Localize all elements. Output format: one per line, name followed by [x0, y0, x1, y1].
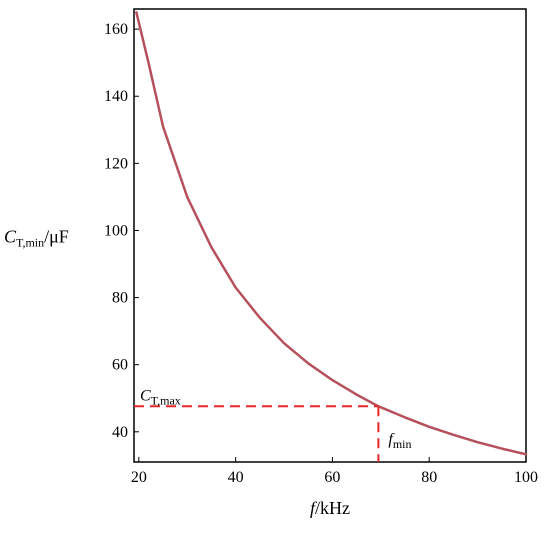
- ct-max-symbol: C: [140, 387, 151, 404]
- y-tick-label: 100: [104, 222, 128, 239]
- x-axis-label: f/kHz: [310, 498, 350, 518]
- series-line: [135, 11, 528, 456]
- y-tick-label: 80: [112, 290, 128, 307]
- series-layer: [135, 11, 528, 456]
- x-tick-label: 100: [514, 469, 538, 486]
- ct-max-label: CT,max: [140, 387, 181, 407]
- y-axis-label: CT,min/μF: [4, 226, 69, 249]
- y-axis-label-unit: /μF: [44, 226, 69, 246]
- y-tick-label: 140: [104, 88, 128, 105]
- y-tick-label: 40: [112, 424, 128, 441]
- tick-labels: 20 40 60 80 100 40 60 80 100 120 140 160: [104, 21, 538, 486]
- x-tick-label: 80: [421, 469, 437, 486]
- x-tick-label: 60: [324, 469, 340, 486]
- y-tick-label: 60: [112, 357, 128, 374]
- x-axis-label-symbol: f: [310, 498, 318, 518]
- y-tick-label: 120: [104, 155, 128, 172]
- f-min-label: fmin: [388, 431, 411, 451]
- y-tick-label: 160: [104, 21, 128, 38]
- ct-max-subscript: T,max: [151, 393, 181, 407]
- y-axis-label-symbol: C: [4, 226, 17, 246]
- annotations: [134, 405, 380, 462]
- f-min-subscript: min: [393, 437, 412, 451]
- x-tick-label: 40: [228, 469, 244, 486]
- f-min-symbol: f: [388, 431, 395, 448]
- y-axis-label-subscript: T,min: [16, 235, 44, 249]
- x-tick-label: 20: [131, 469, 147, 486]
- plot-area: [133, 8, 527, 463]
- axis-ticks: [134, 28, 527, 462]
- x-axis-label-unit: /kHz: [315, 498, 350, 518]
- plot-frame: [133, 8, 527, 463]
